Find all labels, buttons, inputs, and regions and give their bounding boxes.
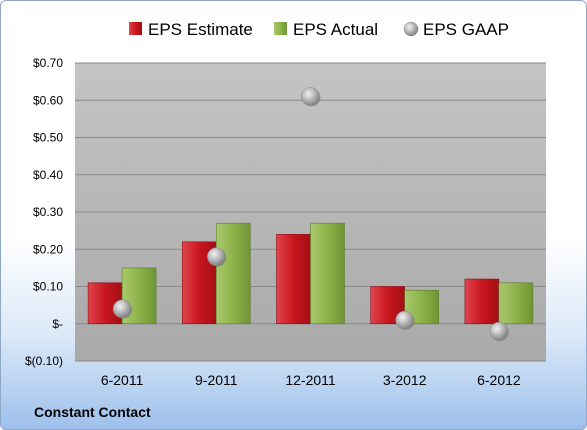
y-tick-label: $0.60	[33, 93, 63, 107]
y-tick-label: $0.20	[33, 242, 63, 256]
x-tick-label: 9-2011	[195, 372, 238, 388]
y-tick-label: $0.10	[33, 280, 63, 294]
eps-estimate-bar	[370, 286, 406, 325]
eps-gaap-point-dot	[112, 299, 132, 319]
eps-gaap-point-dot	[395, 310, 414, 330]
legend-item-eps-actual: EPS Actual	[274, 20, 378, 39]
eps-gaap-point	[489, 321, 509, 342]
eps-gaap-point-dot	[301, 87, 320, 106]
y-tick-label: $-	[52, 317, 63, 331]
legend-swatch	[274, 22, 287, 35]
x-tick-label: 12-2011	[285, 372, 336, 388]
x-tick-label: 6-2011	[101, 372, 144, 388]
eps-gaap-point	[301, 87, 321, 107]
eps-gaap-point-dot	[489, 321, 509, 341]
legend-swatch	[403, 21, 419, 37]
eps-gaap-point	[395, 310, 415, 331]
eps-actual-bar	[310, 222, 345, 325]
eps-estimate-bar	[464, 278, 500, 325]
y-tick-label: $(0.10)	[25, 354, 63, 368]
legend-swatch	[129, 22, 142, 35]
legend-label: EPS Actual	[293, 20, 378, 39]
y-tick-label: $0.40	[33, 168, 63, 182]
eps-estimate-bar	[276, 234, 311, 325]
legend-label: EPS Estimate	[148, 20, 253, 39]
eps-actual-bar	[498, 282, 534, 325]
x-tick-label: 6-2012	[477, 372, 521, 388]
legend-item-eps-gaap: EPS GAAP	[403, 20, 509, 39]
x-tick-label: 3-2012	[383, 372, 427, 388]
y-tick-label: $0.50	[33, 131, 63, 145]
y-tick-label: $0.30	[33, 205, 63, 219]
eps-gaap-point	[207, 247, 227, 267]
y-tick-label: $0.70	[33, 56, 63, 70]
legend-label: EPS GAAP	[423, 20, 509, 39]
legend-item-eps-estimate: EPS Estimate	[129, 20, 253, 39]
eps-actual-bar	[121, 267, 157, 325]
company-name: Constant Contact	[34, 404, 151, 420]
eps-gaap-point-dot	[207, 247, 226, 266]
eps-actual-bar	[216, 222, 251, 325]
eps-gaap-point	[112, 299, 133, 319]
